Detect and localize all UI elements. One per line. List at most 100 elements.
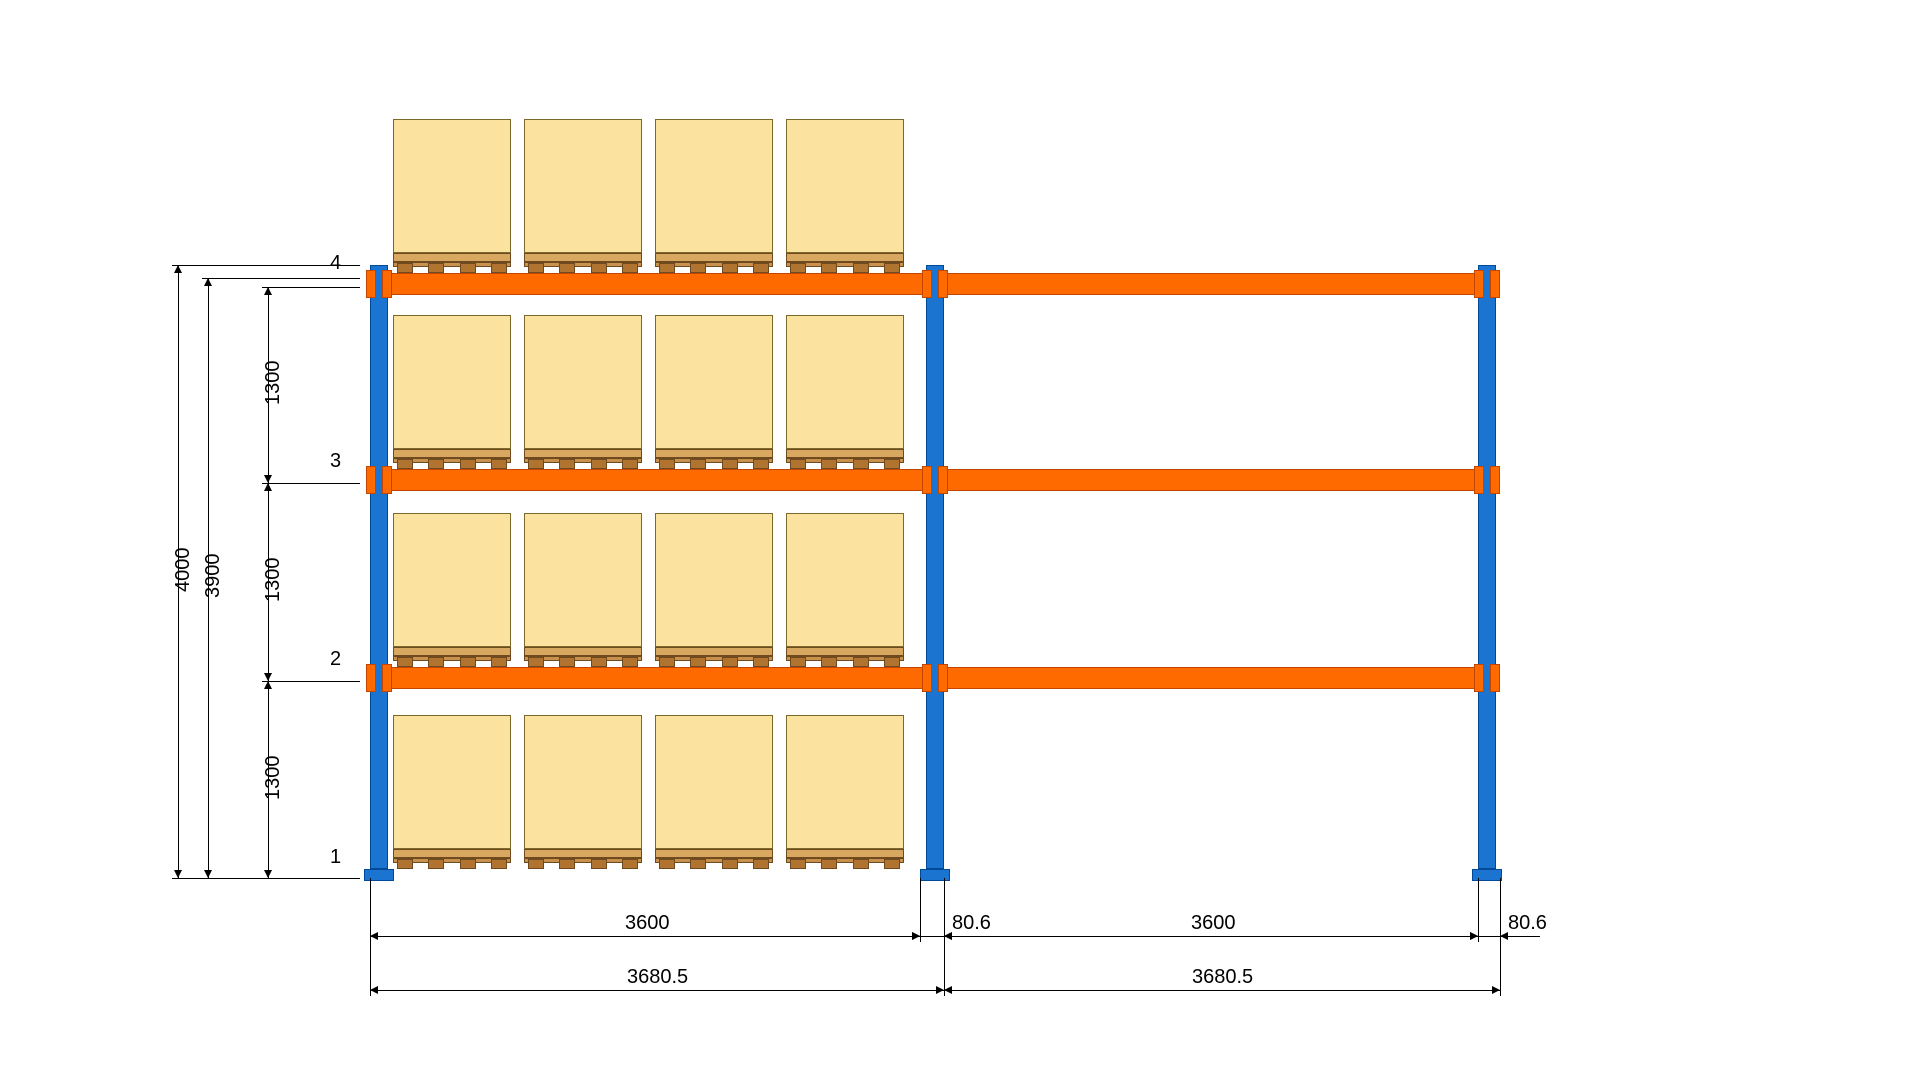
pallet-block [690,263,706,273]
pallet-block [491,859,507,869]
beam-bracket-over [1474,466,1484,494]
pallet-block [622,263,638,273]
pallet-block [853,263,869,273]
beam-bracket-over [366,466,376,494]
load-box [393,315,511,449]
pallet-block [591,859,607,869]
upright-post-overlay [370,265,388,869]
load-box [524,315,642,449]
beam-bracket-over [1490,466,1500,494]
pallet-block [428,859,444,869]
pallet-block [659,859,675,869]
load-box [393,119,511,253]
pallet-block [559,859,575,869]
pallet-block [528,657,544,667]
pallet-block [460,263,476,273]
pallet-deck [655,253,773,262]
pallet-block [491,657,507,667]
load-box [393,715,511,849]
beam [944,667,1478,689]
pallet-block [428,459,444,469]
beam-bracket-over [922,466,932,494]
load-box [524,715,642,849]
beam [944,273,1478,295]
pallet-block [622,657,638,667]
pallet-block [559,657,575,667]
pallet-deck [524,253,642,262]
pallet-deck [393,849,511,858]
load-box [655,315,773,449]
pallet-block [884,459,900,469]
pallet-block [884,859,900,869]
pallet-block [690,459,706,469]
beam-bracket-over [382,664,392,692]
pallet-block [591,263,607,273]
pallet-block [884,263,900,273]
pallet-block [753,859,769,869]
load-box [655,715,773,849]
dim-label-horizontal: 3600 [1191,912,1236,935]
beam-bracket-over [1490,664,1500,692]
pallet-block [853,459,869,469]
beam-bracket-over [922,664,932,692]
upright-post-overlay [1478,265,1496,869]
dim-label-vertical: 1300 [262,361,285,406]
dim-label-horizontal: 3680.5 [1192,966,1253,989]
pallet-block [491,263,507,273]
beam-bracket-over [1474,270,1484,298]
load-box [786,315,904,449]
pallet-block [460,657,476,667]
load-box [786,513,904,647]
load-box [393,513,511,647]
pallet-block [753,657,769,667]
upright-post-overlay [926,265,944,869]
pallet-deck [393,253,511,262]
pallet-deck [393,449,511,458]
beam-bracket-over [938,466,948,494]
pallet-block [559,459,575,469]
beam-bracket-over [1474,664,1484,692]
beam-bracket-over [382,270,392,298]
pallet-block [397,263,413,273]
load-box [655,119,773,253]
upright-shoe [1472,869,1502,881]
pallet-block [853,657,869,667]
pallet-block [659,459,675,469]
level-number: 1 [330,846,341,869]
pallet-block [397,859,413,869]
load-box [524,119,642,253]
rack-diagram: 123440003900130013001300360080.6360080.6… [0,0,1920,1080]
pallet-block [428,657,444,667]
pallet-block [622,459,638,469]
dim-label-vertical: 1300 [262,558,285,603]
pallet-block [790,263,806,273]
dim-label-horizontal: 80.6 [1508,912,1547,935]
beam-bracket-over [366,270,376,298]
pallet-block [559,263,575,273]
dim-label-vertical: 3900 [202,554,225,599]
pallet-block [690,859,706,869]
pallet-deck [524,449,642,458]
level-number: 3 [330,450,341,473]
pallet-block [753,459,769,469]
pallet-block [821,459,837,469]
pallet-block [722,657,738,667]
pallet-deck [786,849,904,858]
pallet-deck [786,647,904,656]
load-box [786,715,904,849]
pallet-block [722,263,738,273]
beam-bracket-over [938,270,948,298]
pallet-block [790,459,806,469]
beam [388,667,926,689]
beam-bracket-over [366,664,376,692]
pallet-block [528,263,544,273]
pallet-deck [655,849,773,858]
beam [944,469,1478,491]
pallet-deck [393,647,511,656]
load-box [786,119,904,253]
pallet-deck [655,647,773,656]
pallet-block [853,859,869,869]
pallet-block [821,657,837,667]
beam [388,469,926,491]
pallet-deck [655,449,773,458]
